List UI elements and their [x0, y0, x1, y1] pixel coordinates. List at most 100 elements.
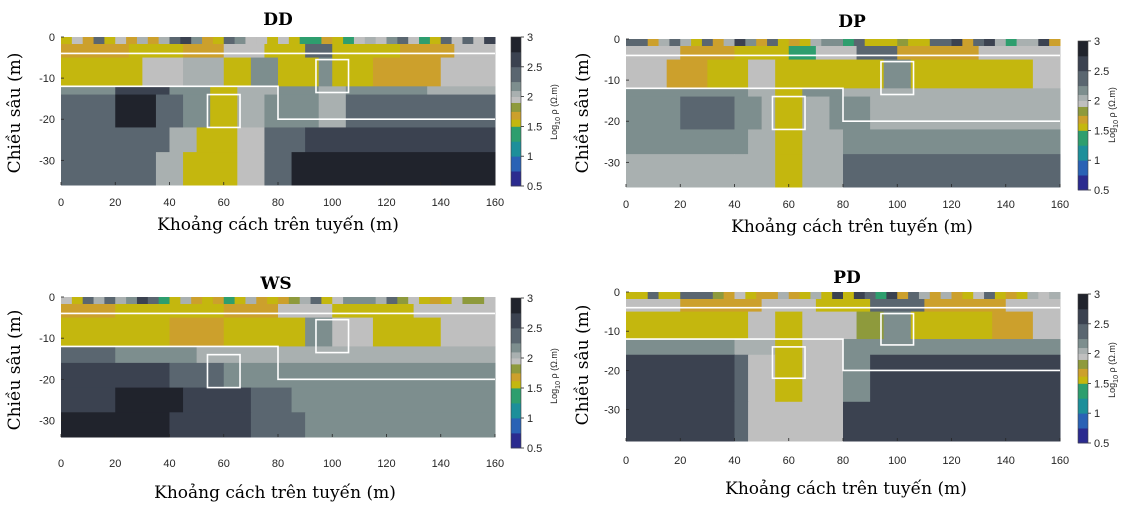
colorbar-tick-label: 3	[527, 293, 533, 305]
y-tick-label: -10	[39, 73, 55, 85]
resistivity-cell	[626, 339, 735, 356]
surface-cell	[386, 297, 398, 304]
x-tick-label: 20	[109, 197, 121, 209]
surface-cell	[984, 39, 996, 46]
y-axis-label: Chiều sâu (m)	[573, 305, 593, 426]
colorbar-label: Log10 ρ (Ω.m)	[549, 84, 562, 140]
resistivity-cell	[210, 94, 238, 128]
colorbar: 3 2.5 2 1.5 1 0.5	[1077, 36, 1109, 197]
surface-cell	[669, 39, 681, 46]
resistivity-cell	[61, 362, 170, 389]
colorbar-tick-label: 3	[1094, 36, 1100, 48]
surface-cell	[147, 297, 160, 304]
resistivity-cell	[345, 86, 428, 96]
surface-cell	[1016, 292, 1028, 299]
surface-cell	[886, 292, 898, 299]
surface-cell	[712, 39, 725, 46]
resistivity-cell	[802, 311, 858, 340]
colorbar-swatch	[1078, 145, 1088, 161]
resistivity-cell	[1032, 311, 1061, 340]
resistivity-cell	[278, 86, 320, 96]
x-axis-label: Khoảng cách trên tuyến (m)	[154, 483, 396, 503]
x-axis: 0 20 40 60 80 100 120 140 160	[623, 438, 1069, 467]
y-tick-label: -10	[604, 326, 620, 338]
colorbar-swatch	[1078, 323, 1088, 340]
resistivity-cell	[626, 354, 735, 403]
colorbar-swatch	[1078, 115, 1088, 124]
surface-cell	[278, 297, 290, 304]
x-tick-label: 60	[783, 199, 795, 211]
surface-cell	[626, 39, 638, 46]
panel-title: DP	[838, 12, 866, 32]
resistivity-cell	[237, 152, 265, 186]
resistivity-cell	[734, 154, 776, 188]
resistivity-cell	[61, 127, 170, 153]
surface-cell	[82, 297, 95, 304]
resistivity-cell	[305, 317, 333, 347]
surface-cell	[104, 297, 116, 304]
x-tick-label: 160	[486, 458, 504, 470]
surface-cell	[821, 292, 833, 299]
colorbar-swatch	[1078, 70, 1088, 87]
x-tick-label: 120	[377, 458, 395, 470]
x-tick-label: 60	[218, 458, 230, 470]
surface-cell	[897, 39, 909, 46]
surface-cell	[680, 292, 692, 299]
surface-cell	[82, 37, 95, 44]
resistivity-cell	[992, 311, 1034, 340]
surface-cell	[484, 37, 496, 44]
surface-cell	[267, 37, 279, 44]
surface-cell	[451, 37, 463, 44]
surface-cell	[71, 297, 84, 304]
x-tick-label: 0	[58, 458, 64, 470]
colorbar-tick-label: 1	[527, 413, 533, 425]
colorbar-swatch	[511, 156, 521, 172]
x-tick-label: 140	[997, 455, 1015, 467]
colorbar-tick-label: 3	[527, 32, 533, 44]
y-tick-label: -30	[39, 416, 55, 428]
colorbar-swatch	[1078, 353, 1088, 360]
colorbar-swatch	[1078, 41, 1088, 57]
x-tick-label: 100	[323, 197, 341, 209]
colorbar-tick-label: 1.5	[1094, 125, 1109, 137]
y-tick-label: -10	[39, 333, 55, 345]
resistivity-cell	[332, 57, 374, 87]
resistivity-cell	[870, 96, 1061, 130]
resistivity-cell	[210, 86, 238, 96]
resistivity-cell	[440, 317, 496, 347]
x-tick-label: 160	[1051, 199, 1069, 211]
resistivity-cell	[61, 86, 116, 96]
target-box	[771, 95, 806, 131]
colorbar-swatch	[511, 343, 521, 353]
resistivity-cell	[278, 362, 496, 389]
surface-cell	[626, 292, 638, 299]
surface-cell	[256, 297, 268, 304]
surface-cell	[756, 39, 768, 46]
resistivity-cell	[802, 88, 844, 98]
surface-cell	[962, 39, 974, 46]
surface-cell	[115, 37, 127, 44]
y-tick-label: -30	[39, 155, 55, 167]
resistivity-cell	[1032, 59, 1061, 89]
surface-cell	[299, 37, 312, 44]
surface-cell	[767, 39, 779, 46]
resistivity-cell	[680, 311, 749, 340]
surface-cell	[680, 39, 692, 46]
resistivity-cell	[183, 94, 211, 128]
surface-cell	[158, 297, 170, 304]
y-axis: 0 -10 -20 -30	[39, 292, 64, 428]
plot-area	[626, 39, 1061, 188]
resistivity-cell	[843, 129, 1061, 155]
resistivity-cell	[775, 88, 803, 98]
surface-cell	[918, 292, 931, 299]
surface-cell	[832, 39, 844, 46]
target-box	[771, 346, 806, 380]
surface-cell	[843, 39, 855, 46]
resistivity-cell	[775, 154, 803, 188]
surface-cell	[484, 297, 496, 304]
resistivity-cell	[843, 354, 871, 403]
colorbar-swatch	[511, 102, 521, 112]
colorbar-frame	[510, 36, 522, 187]
resistivity-cell	[626, 154, 735, 188]
resistivity-cell	[223, 57, 252, 87]
